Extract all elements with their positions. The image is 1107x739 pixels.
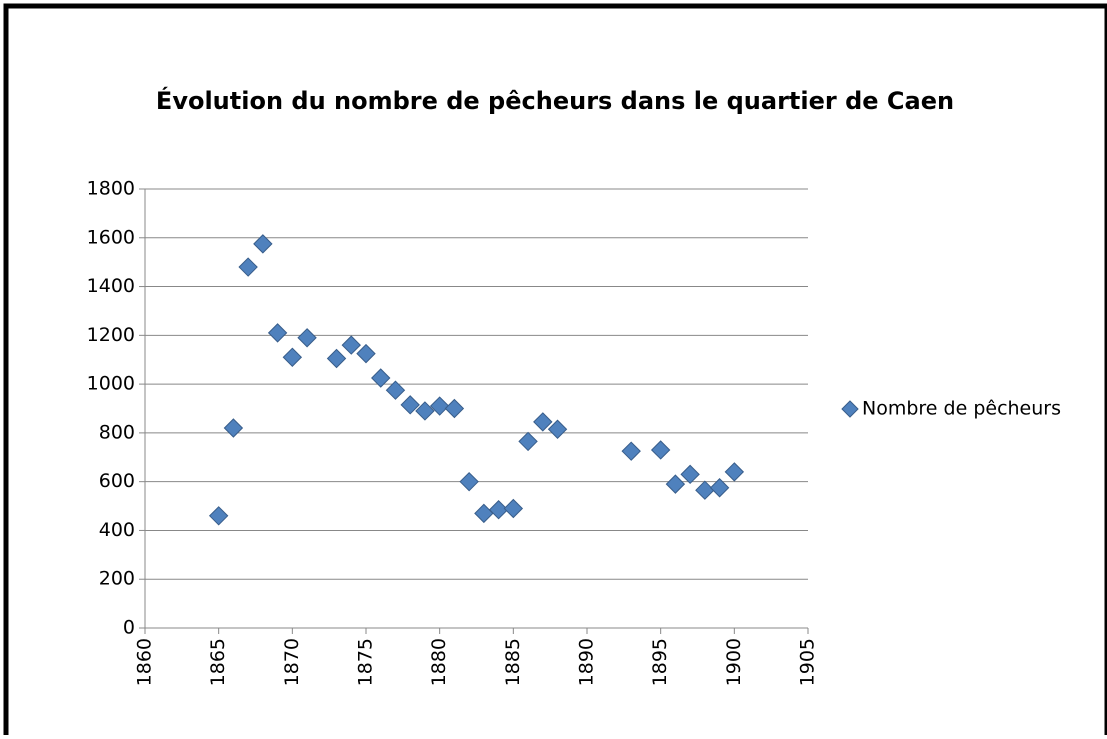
legend-marker [841, 400, 859, 418]
y-tick-label: 1600 [87, 226, 135, 248]
x-tick-label: 1865 [207, 638, 229, 686]
data-point [282, 347, 303, 367]
y-tick-label: 800 [99, 421, 135, 443]
x-tick-label: 1875 [355, 638, 377, 686]
chart-border [3, 3, 1107, 739]
data-point [341, 335, 361, 355]
data-point [518, 431, 538, 452]
data-point [326, 348, 347, 369]
data-point [223, 418, 244, 438]
data-point [621, 441, 641, 461]
data-point [459, 471, 479, 492]
data-point [238, 257, 258, 277]
x-tick-label: 1870 [281, 638, 303, 686]
data-point [253, 234, 273, 254]
y-tick-label: 1400 [87, 275, 135, 297]
data-point [400, 395, 420, 415]
y-tick-label: 1000 [87, 373, 135, 395]
data-point [415, 401, 435, 421]
data-point [680, 464, 700, 485]
data-point [429, 396, 450, 416]
data-point [356, 343, 376, 364]
y-tick-label: 600 [99, 470, 135, 492]
data-point [503, 498, 524, 519]
data-point [208, 506, 229, 526]
x-tick-label: 1885 [502, 638, 524, 686]
data-point [371, 368, 391, 388]
x-tick-label: 1905 [797, 638, 819, 686]
data-point [665, 474, 686, 494]
x-tick-label: 1860 [134, 638, 156, 686]
data-point [267, 323, 288, 343]
data-point [724, 462, 745, 482]
data-point [488, 500, 509, 520]
x-tick-label: 1880 [428, 638, 450, 686]
x-tick-label: 1895 [649, 638, 671, 686]
y-tick-label: 1200 [87, 324, 135, 346]
y-tick-label: 400 [99, 519, 135, 541]
data-point [444, 398, 465, 419]
legend-label: Nombre de pêcheurs [862, 398, 1061, 420]
x-tick-label: 1900 [723, 638, 745, 686]
data-point [385, 380, 406, 400]
data-point [709, 478, 730, 498]
x-tick-label: 1890 [576, 638, 598, 686]
data-point [547, 419, 568, 439]
data-point [533, 412, 553, 432]
y-tick-label: 200 [99, 568, 135, 590]
y-tick-label: 1800 [87, 178, 135, 200]
data-point [297, 328, 317, 348]
chart-title: Évolution du nombre de pêcheurs dans le … [156, 86, 954, 115]
data-point [650, 440, 671, 460]
y-tick-label: 0 [123, 617, 135, 639]
